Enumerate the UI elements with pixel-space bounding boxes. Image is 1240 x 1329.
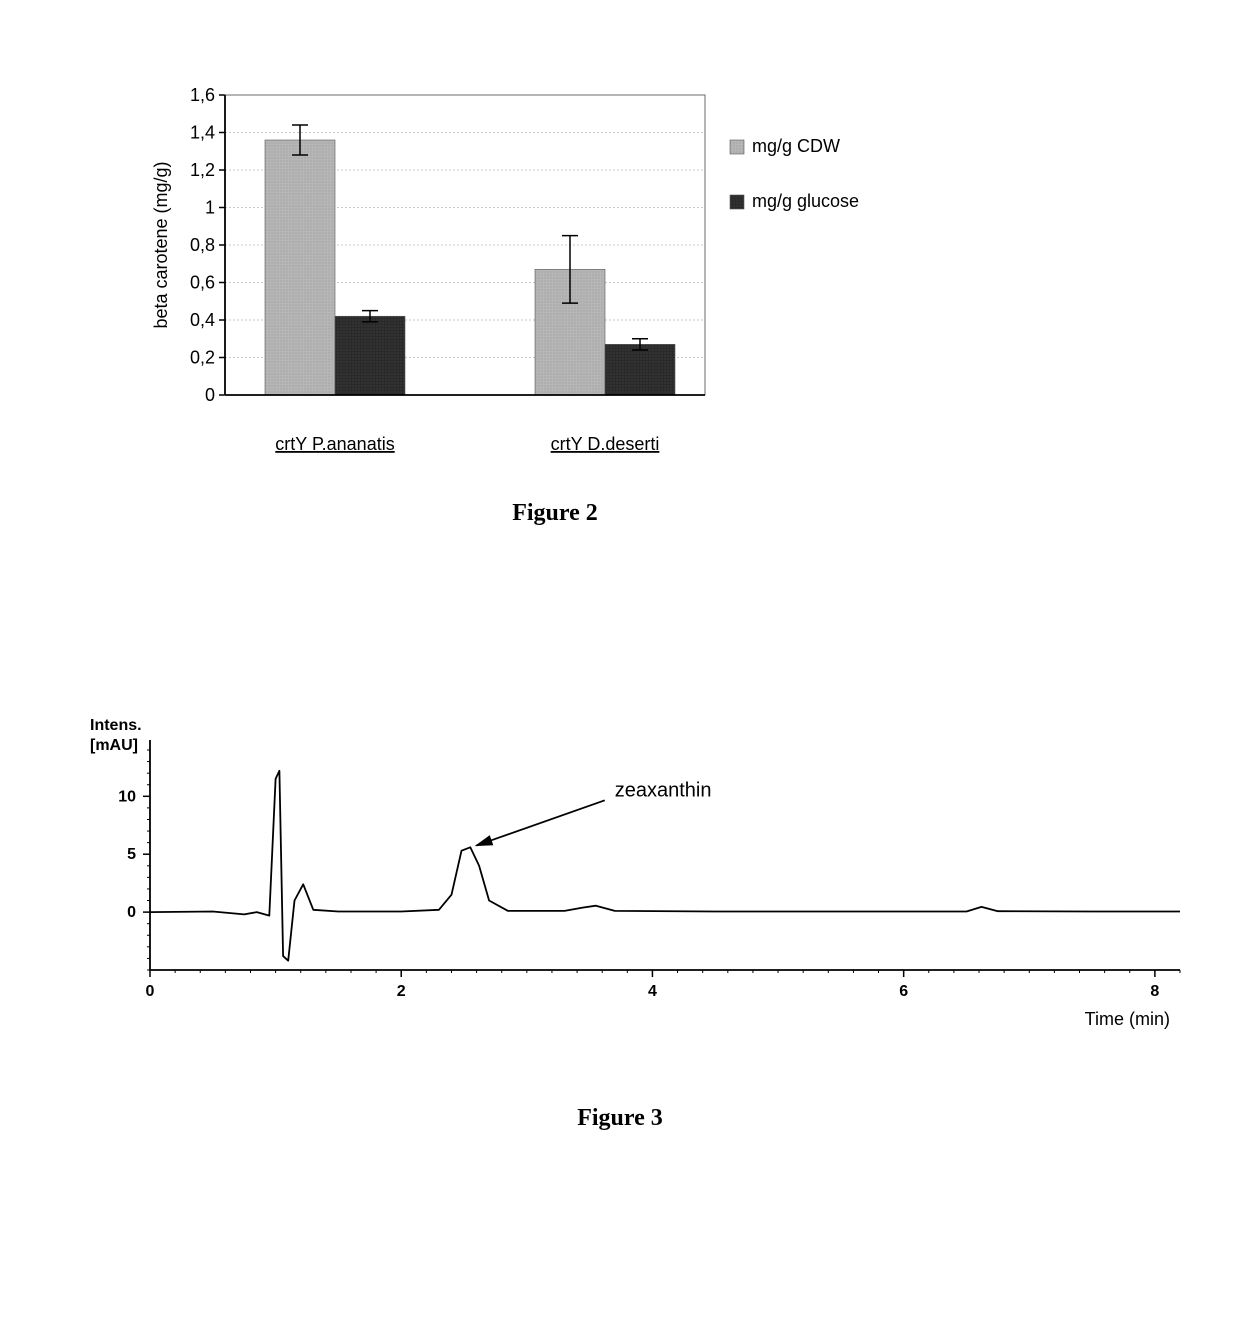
bar bbox=[605, 344, 675, 395]
figure2-caption: Figure 2 bbox=[145, 500, 965, 527]
ytick-label: 5 bbox=[127, 846, 136, 863]
xtick-label: 6 bbox=[899, 983, 908, 1000]
ytick-label: 0,4 bbox=[190, 310, 215, 330]
xtick-label: 2 bbox=[397, 983, 406, 1000]
ytick-label: 1,2 bbox=[190, 160, 215, 180]
y-axis-label: beta carotene (mg/g) bbox=[151, 161, 171, 328]
figure3-wrap: 0 5 10 0 2 4 6 8 Intens. [mAU] Time (min) zeaxanthi… bbox=[30, 700, 1210, 1140]
figure2-barchart: 00,20,40,60,811,21,41,6crtY P.ananatiscr… bbox=[145, 85, 965, 425]
y-axis-label-line2: [mAU] bbox=[90, 737, 138, 754]
ytick-label: 1 bbox=[205, 198, 215, 218]
y-axis-label-line1: Intens. bbox=[90, 717, 142, 734]
ytick-label: 1,6 bbox=[190, 85, 215, 105]
x-axis-label: Time (min) bbox=[1085, 1009, 1170, 1029]
category-label: crtY D.deserti bbox=[551, 434, 660, 454]
figure3-caption: Figure 3 bbox=[30, 1105, 1210, 1132]
bar bbox=[335, 316, 405, 395]
ytick-label: 10 bbox=[118, 788, 136, 805]
legend-swatch bbox=[730, 195, 744, 209]
peak-annotation: zeaxanthin bbox=[615, 779, 712, 801]
ytick-label: 0,8 bbox=[190, 235, 215, 255]
legend-label: mg/g glucose bbox=[752, 191, 859, 211]
ytick-label: 0,6 bbox=[190, 273, 215, 293]
ytick-label: 1,4 bbox=[190, 123, 215, 143]
legend-swatch bbox=[730, 140, 744, 154]
figure2-wrap: 0 0,2 0,4 0,6 0,8 1 1,2 1,4 1,6 crtY P.ananatis cr… bbox=[145, 85, 965, 505]
xtick-label: 4 bbox=[648, 983, 657, 1000]
bar bbox=[265, 140, 335, 395]
ytick-label: 0,2 bbox=[190, 348, 215, 368]
figure3-chromatogram: 0 5 10 0 2 4 6 8 Intens. [mAU] Time (min) zeaxanthi… bbox=[30, 700, 1210, 1040]
annotation-arrow bbox=[476, 800, 604, 845]
category-label: crtY P.ananatis bbox=[275, 434, 394, 454]
xtick-label: 8 bbox=[1150, 983, 1159, 1000]
xtick-label: 0 bbox=[146, 983, 155, 1000]
ytick-label: 0 bbox=[127, 904, 136, 921]
legend-label: mg/g CDW bbox=[752, 136, 840, 156]
ytick-label: 0 bbox=[205, 385, 215, 405]
